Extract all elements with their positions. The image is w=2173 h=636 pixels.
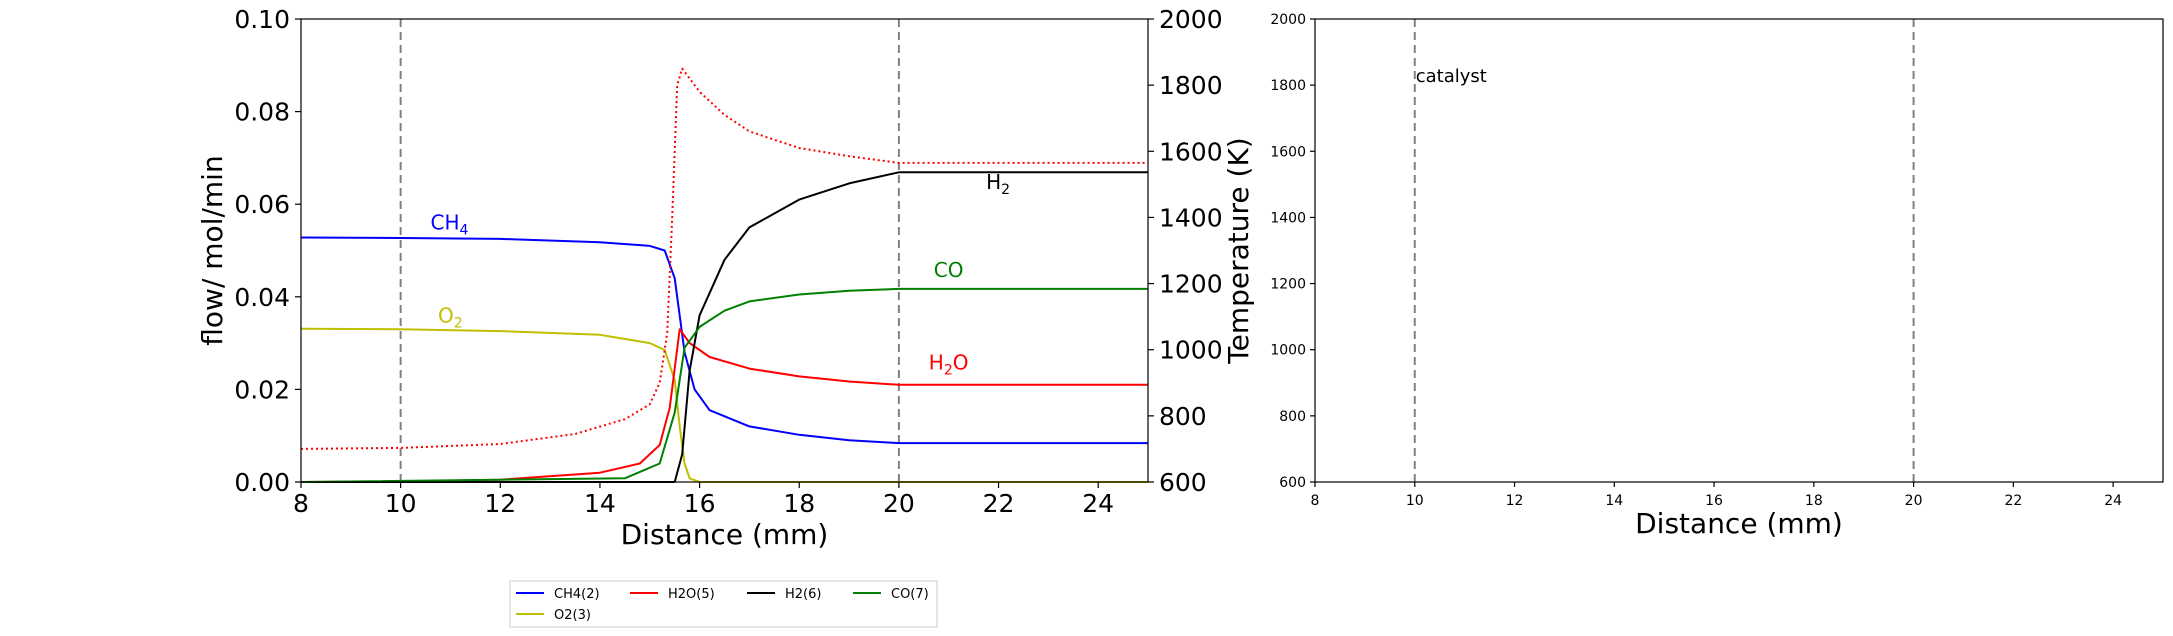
y-tick-label: 0.04 xyxy=(234,283,290,312)
x-tick-label: 8 xyxy=(293,489,309,518)
series-line xyxy=(300,328,1148,483)
series-label-text: O xyxy=(953,350,969,374)
legend-box xyxy=(509,580,938,628)
series-label-text: H xyxy=(929,350,944,374)
x-tick-label: 24 xyxy=(2104,493,2122,509)
y-tick-label: 0.02 xyxy=(234,375,290,404)
x-tick-label: 16 xyxy=(684,489,716,518)
plot-frame xyxy=(300,18,1149,483)
y-tick-label: 600 xyxy=(1279,475,1306,491)
y2-tick-label: 1000 xyxy=(1159,336,1223,365)
y2-tick-label: 2000 xyxy=(1159,5,1223,34)
y-tick-label: 1200 xyxy=(1270,277,1306,293)
y-tick-label: 1400 xyxy=(1270,210,1306,226)
x-tick-label: 14 xyxy=(584,489,616,518)
catalyst-annotation: catalyst xyxy=(1416,66,1487,87)
x-axis-label: Distance (mm) xyxy=(621,518,829,551)
x-tick-label: 22 xyxy=(2004,493,2022,509)
temperature-line xyxy=(300,67,1148,450)
series-label-subscript: 2 xyxy=(454,315,463,331)
y2-tick-label: 1800 xyxy=(1159,71,1223,100)
series-line xyxy=(300,327,1148,483)
y-tick-label: 0.10 xyxy=(234,5,290,34)
x-tick-label: 10 xyxy=(1406,493,1424,509)
series-label-subscript: 2 xyxy=(944,362,953,378)
series-label-text: O xyxy=(438,303,454,327)
series-label: O2 xyxy=(438,303,463,331)
x-tick-label: 20 xyxy=(1905,493,1923,509)
y2-tick-label: 1400 xyxy=(1159,203,1223,232)
x-tick-label: 12 xyxy=(1506,493,1524,509)
series-line xyxy=(300,287,1148,483)
x-tick-label: 14 xyxy=(1605,493,1623,509)
x-tick-label: 22 xyxy=(983,489,1015,518)
y2-tick-label: 1200 xyxy=(1159,270,1223,299)
y-axis-label: flow/ mol/min xyxy=(196,155,229,345)
x-tick-label: 10 xyxy=(385,489,417,518)
x-tick-label: 24 xyxy=(1082,489,1114,518)
y-tick-label: 800 xyxy=(1279,409,1306,425)
y2-axis-label: Temperature (K) xyxy=(1222,137,1255,364)
series-label-text: H xyxy=(986,170,1001,194)
y-tick-label: 0.08 xyxy=(234,98,290,127)
y2-tick-label: 800 xyxy=(1159,402,1207,431)
legend-label: H2O(5) xyxy=(668,587,715,602)
series-label-subscript: 4 xyxy=(460,223,469,239)
series-label: H2 xyxy=(986,170,1010,198)
x-tick-label: 12 xyxy=(484,489,516,518)
series-label-subscript: 2 xyxy=(1001,182,1010,198)
x-tick-label: 18 xyxy=(1805,493,1823,509)
x-tick-label: 18 xyxy=(783,489,815,518)
series-label-text: CO xyxy=(934,258,964,282)
x-tick-label: 8 xyxy=(1311,493,1320,509)
series-label: CO xyxy=(934,258,964,282)
series-label: H2O xyxy=(929,350,969,378)
y-tick-label: 1600 xyxy=(1270,144,1306,160)
y-tick-label: 0.00 xyxy=(234,468,290,497)
y2-tick-label: 600 xyxy=(1159,468,1207,497)
series-line xyxy=(300,236,1148,445)
legend-label: CO(7) xyxy=(891,587,929,602)
legend-label: H2(6) xyxy=(785,587,821,602)
y-tick-label: 0.06 xyxy=(234,190,290,219)
x-tick-label: 16 xyxy=(1705,493,1723,509)
legend: CH4(2) O2(3) H2O(5) H2(6) CO(7) xyxy=(509,580,938,628)
y-tick-label: 1800 xyxy=(1270,78,1306,94)
y-tick-label: 1000 xyxy=(1270,343,1306,359)
series-line xyxy=(301,171,1148,483)
series-label-text: CH xyxy=(431,211,460,235)
temperature-chart: 8 10 12 14 16 18 20 22 24 600 800 1000 1200 1400 1600 1… xyxy=(1270,12,2164,540)
plot-frame xyxy=(1314,18,2164,483)
legend-label: O2(3) xyxy=(554,608,591,623)
flow-temperature-chart: 8 10 12 14 16 18 20 22 240.000.020.040.060.080.1… xyxy=(196,5,1255,551)
y2-tick-label: 1600 xyxy=(1159,137,1223,166)
x-axis-label: Distance (mm) xyxy=(1635,507,1843,540)
y-tick-label: 2000 xyxy=(1270,12,1306,28)
series-label: CH4 xyxy=(431,211,469,239)
x-tick-label: 20 xyxy=(883,489,915,518)
legend-label: CH4(2) xyxy=(554,587,600,602)
